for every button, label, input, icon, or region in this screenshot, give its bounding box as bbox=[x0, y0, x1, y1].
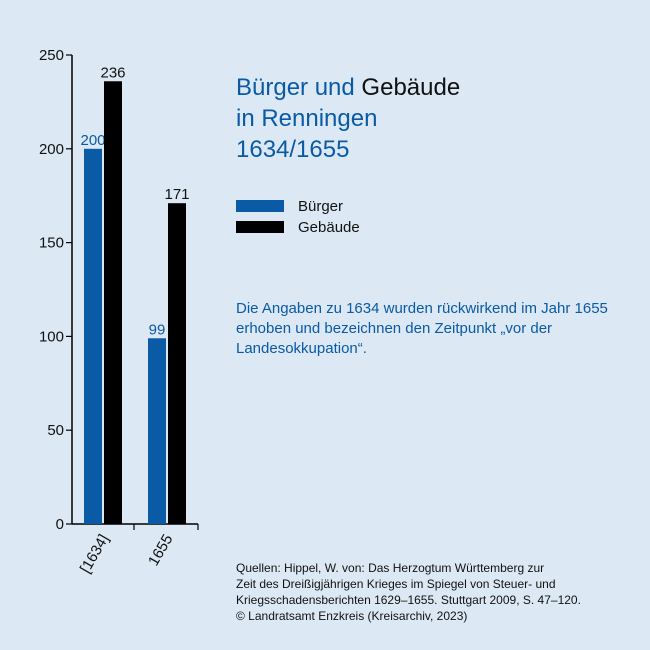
chart-title: Bürger und Gebäude in Renningen 1634/165… bbox=[236, 72, 460, 165]
title-gebaeude: Gebäude bbox=[361, 74, 461, 101]
y-tick-label: 50 bbox=[47, 422, 64, 439]
sources-line-2: Zeit des Dreißigjährigen Krieges im Spie… bbox=[236, 577, 556, 591]
legend-label-buerger: Bürger bbox=[298, 197, 344, 215]
legend-swatch-buerger bbox=[236, 200, 284, 212]
y-tick-label: 200 bbox=[39, 141, 64, 158]
sources-line-4: © Landratsamt Enzkreis (Kreisarchiv, 202… bbox=[236, 609, 468, 623]
sources-line-1: Quellen: Hippel, W. von: Das Herzogtum W… bbox=[236, 561, 545, 575]
data-label-buerger-1: 99 bbox=[149, 321, 166, 338]
legend-swatch-gebaeude bbox=[236, 221, 284, 233]
legend-label-gebaeude: Gebäude bbox=[298, 218, 360, 236]
title-buerger: Bürger und bbox=[236, 74, 355, 101]
data-label-gebaeude-1: 171 bbox=[164, 186, 189, 203]
sources-line-3: Kriegsschadensberichten 1629–1655. Stutt… bbox=[236, 593, 581, 607]
bar-gebaeude-0 bbox=[104, 81, 122, 524]
bar-buerger-0 bbox=[84, 148, 102, 525]
bar-buerger-1 bbox=[148, 338, 166, 524]
legend-item-buerger: Bürger bbox=[236, 196, 360, 216]
sources: Quellen: Hippel, W. von: Das Herzogtum W… bbox=[236, 560, 636, 624]
x-category-label-0: [1634] bbox=[77, 532, 113, 577]
y-tick-label: 150 bbox=[39, 235, 64, 252]
x-category-label-1: 1655 bbox=[145, 532, 176, 569]
y-tick-label: 250 bbox=[39, 47, 64, 64]
title-line-2: in Renningen bbox=[236, 105, 378, 132]
title-line-3: 1634/1655 bbox=[236, 136, 350, 163]
bar-gebaeude-1 bbox=[168, 203, 186, 525]
y-tick-label: 100 bbox=[39, 328, 64, 345]
y-tick-label: 0 bbox=[56, 516, 64, 533]
annotation-note: Die Angaben zu 1634 wurden rückwirkend i… bbox=[236, 300, 608, 357]
data-label-buerger-0: 200 bbox=[80, 132, 105, 149]
legend-item-gebaeude: Gebäude bbox=[236, 217, 360, 237]
legend: Bürger Gebäude bbox=[236, 196, 360, 238]
title-line-1: Bürger und Gebäude bbox=[236, 72, 460, 103]
data-label-gebaeude-0: 236 bbox=[100, 64, 125, 81]
